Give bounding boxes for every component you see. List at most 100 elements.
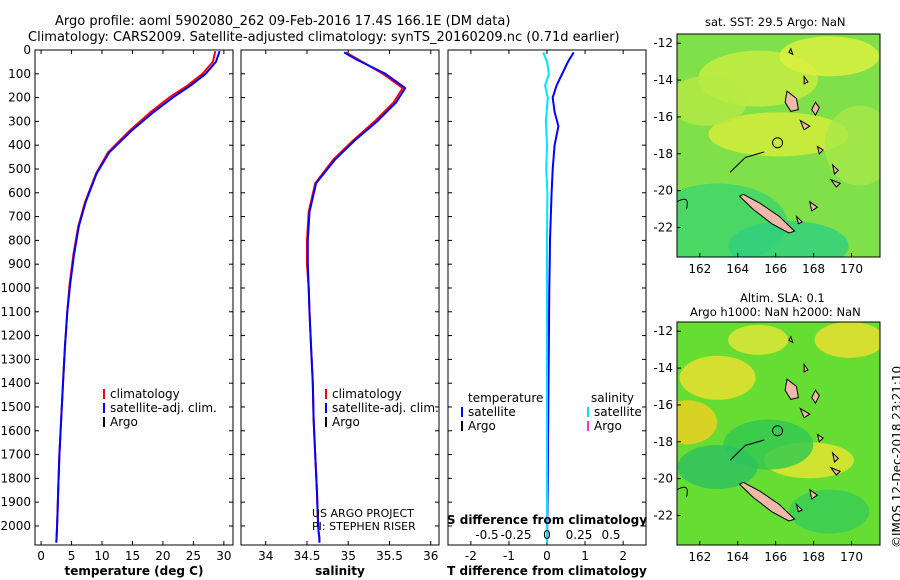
argo-position-marker [772, 137, 784, 149]
series-line-satellite [546, 51, 575, 543]
legend-label: Argo [468, 419, 496, 433]
y-tick-label: 1400 [0, 376, 31, 390]
lat-tick-label: -12 [653, 324, 673, 338]
top-tick-label: 0.25 [566, 528, 593, 542]
x-tick-label: 0 [37, 549, 45, 563]
lat-tick-label: -20 [653, 472, 673, 486]
x-tick-label: 25 [186, 549, 201, 563]
lon-tick-label: 166 [764, 262, 787, 276]
island-shape [738, 193, 796, 234]
lon-tick-label: 162 [688, 262, 711, 276]
y-tick-label: 600 [8, 186, 31, 200]
x-axis-label: temperature (deg C) [65, 564, 204, 578]
island-shape [831, 163, 840, 176]
map-panel-1: 162 164 166 168 170 -12 -14 -16 -18 -20 -22 [653, 33, 881, 276]
island-shape [809, 200, 819, 212]
lat-tick-label: -16 [653, 110, 673, 124]
island-shape [816, 433, 824, 443]
project-annotation: US ARGO PROJECT [312, 507, 414, 520]
legend-title-salinity: salinity [591, 391, 634, 405]
x-tick-label: 5 [68, 549, 76, 563]
island-shape [816, 145, 824, 155]
map-panel-2: 162 164 166 168 170 -12 -14 -16 -18 -20 -22 [653, 321, 881, 564]
reef-outline [677, 486, 688, 498]
x-axis-label: salinity [315, 564, 365, 578]
y-tick-label: 200 [8, 91, 31, 105]
imos-footer: ©IMOS 12-Dec-2018 23:21:10 [890, 365, 900, 548]
field-patch [708, 112, 849, 157]
island-shape [809, 488, 819, 500]
field-patch [679, 355, 756, 400]
series-line-satellite-adj-clim- [306, 51, 407, 543]
x-tick-label: 2 [619, 549, 627, 563]
legend-label: Argo [332, 415, 360, 429]
salinity-axes-frame [240, 49, 440, 546]
lon-tick-label: 162 [688, 550, 711, 564]
top-tick-label: 0 [543, 528, 551, 542]
lat-tick-label: -20 [653, 184, 673, 198]
field-patch [677, 75, 748, 126]
map2-title-line-2: Argo h1000: NaN h2000: NaN [690, 305, 861, 319]
y-tick-label: 1500 [0, 400, 31, 414]
lat-tick-label: -14 [653, 73, 673, 87]
lon-tick-label: 168 [802, 262, 825, 276]
y-tick-label: 1200 [0, 329, 31, 343]
x-tick-label: -2 [465, 549, 477, 563]
map-frame [676, 321, 881, 546]
lon-tick-label: 170 [840, 550, 863, 564]
title-line-2: Climatology: CARS2009. Satellite-adjuste… [28, 30, 620, 45]
difference-panel: -2 -1 0 1 2T difference from climatology [447, 49, 647, 578]
lat-tick-label: -14 [653, 361, 673, 375]
y-tick-label: 100 [8, 67, 31, 81]
lon-tick-label: 170 [840, 262, 863, 276]
lon-tick-label: 166 [764, 550, 787, 564]
temperature-axes-frame [34, 49, 234, 546]
island-shape [799, 119, 811, 131]
legend-label: climatology [332, 387, 402, 401]
y-tick-label: 1700 [0, 448, 31, 462]
x-tick-label: 15 [125, 549, 140, 563]
island-shape [795, 502, 804, 513]
x-tick-label: 30 [216, 549, 231, 563]
field-patch [728, 324, 789, 355]
island-shape [795, 214, 804, 225]
legend-label: satellite-adj. clim. [110, 401, 217, 415]
lat-tick-label: -12 [653, 36, 673, 50]
y-tick-label: 1000 [0, 281, 31, 295]
island-shape [788, 47, 794, 56]
island-shape [788, 335, 794, 344]
legend-label: satellite [594, 405, 642, 419]
salinity-panel: 34 34.5 35 35.5 36 salinity [240, 49, 440, 578]
lat-tick-label: -18 [653, 435, 673, 449]
island-shape [784, 90, 799, 112]
y-tick-label: 800 [8, 233, 31, 247]
lon-tick-label: 168 [802, 550, 825, 564]
reef-outline [729, 151, 765, 173]
island-shape [799, 407, 811, 419]
legend-label: satellite [468, 405, 516, 419]
island-shape [803, 362, 809, 373]
lat-tick-label: -18 [653, 147, 673, 161]
y-tick-label: 2000 [0, 519, 31, 533]
y-tick-label: 1100 [0, 305, 31, 319]
y-tick-label: 1900 [0, 495, 31, 509]
map1-title: sat. SST: 29.5 Argo: NaN [705, 15, 846, 29]
x-tick-label: 0 [543, 549, 551, 563]
x-tick-label: 34.5 [294, 549, 321, 563]
legend-title-temperature: temperature [468, 391, 543, 405]
y-tick-label: 0 [23, 43, 31, 57]
series-line-satellite [542, 52, 550, 543]
x-tick-label: 1 [581, 549, 589, 563]
reef-outline [729, 439, 765, 461]
map-frame [676, 33, 881, 258]
island-shape [831, 451, 840, 464]
lon-tick-label: 164 [726, 550, 749, 564]
reef-outline [677, 198, 688, 210]
legend-label: climatology [110, 387, 180, 401]
temperature-panel: 0100200300400500600700800900100011001200… [0, 43, 234, 578]
top-tick-label: -0.5 [475, 528, 498, 542]
lat-tick-label: -22 [653, 509, 673, 523]
x-tick-label: 10 [94, 549, 109, 563]
lon-tick-label: 164 [726, 262, 749, 276]
y-tick-label: 1300 [0, 352, 31, 366]
